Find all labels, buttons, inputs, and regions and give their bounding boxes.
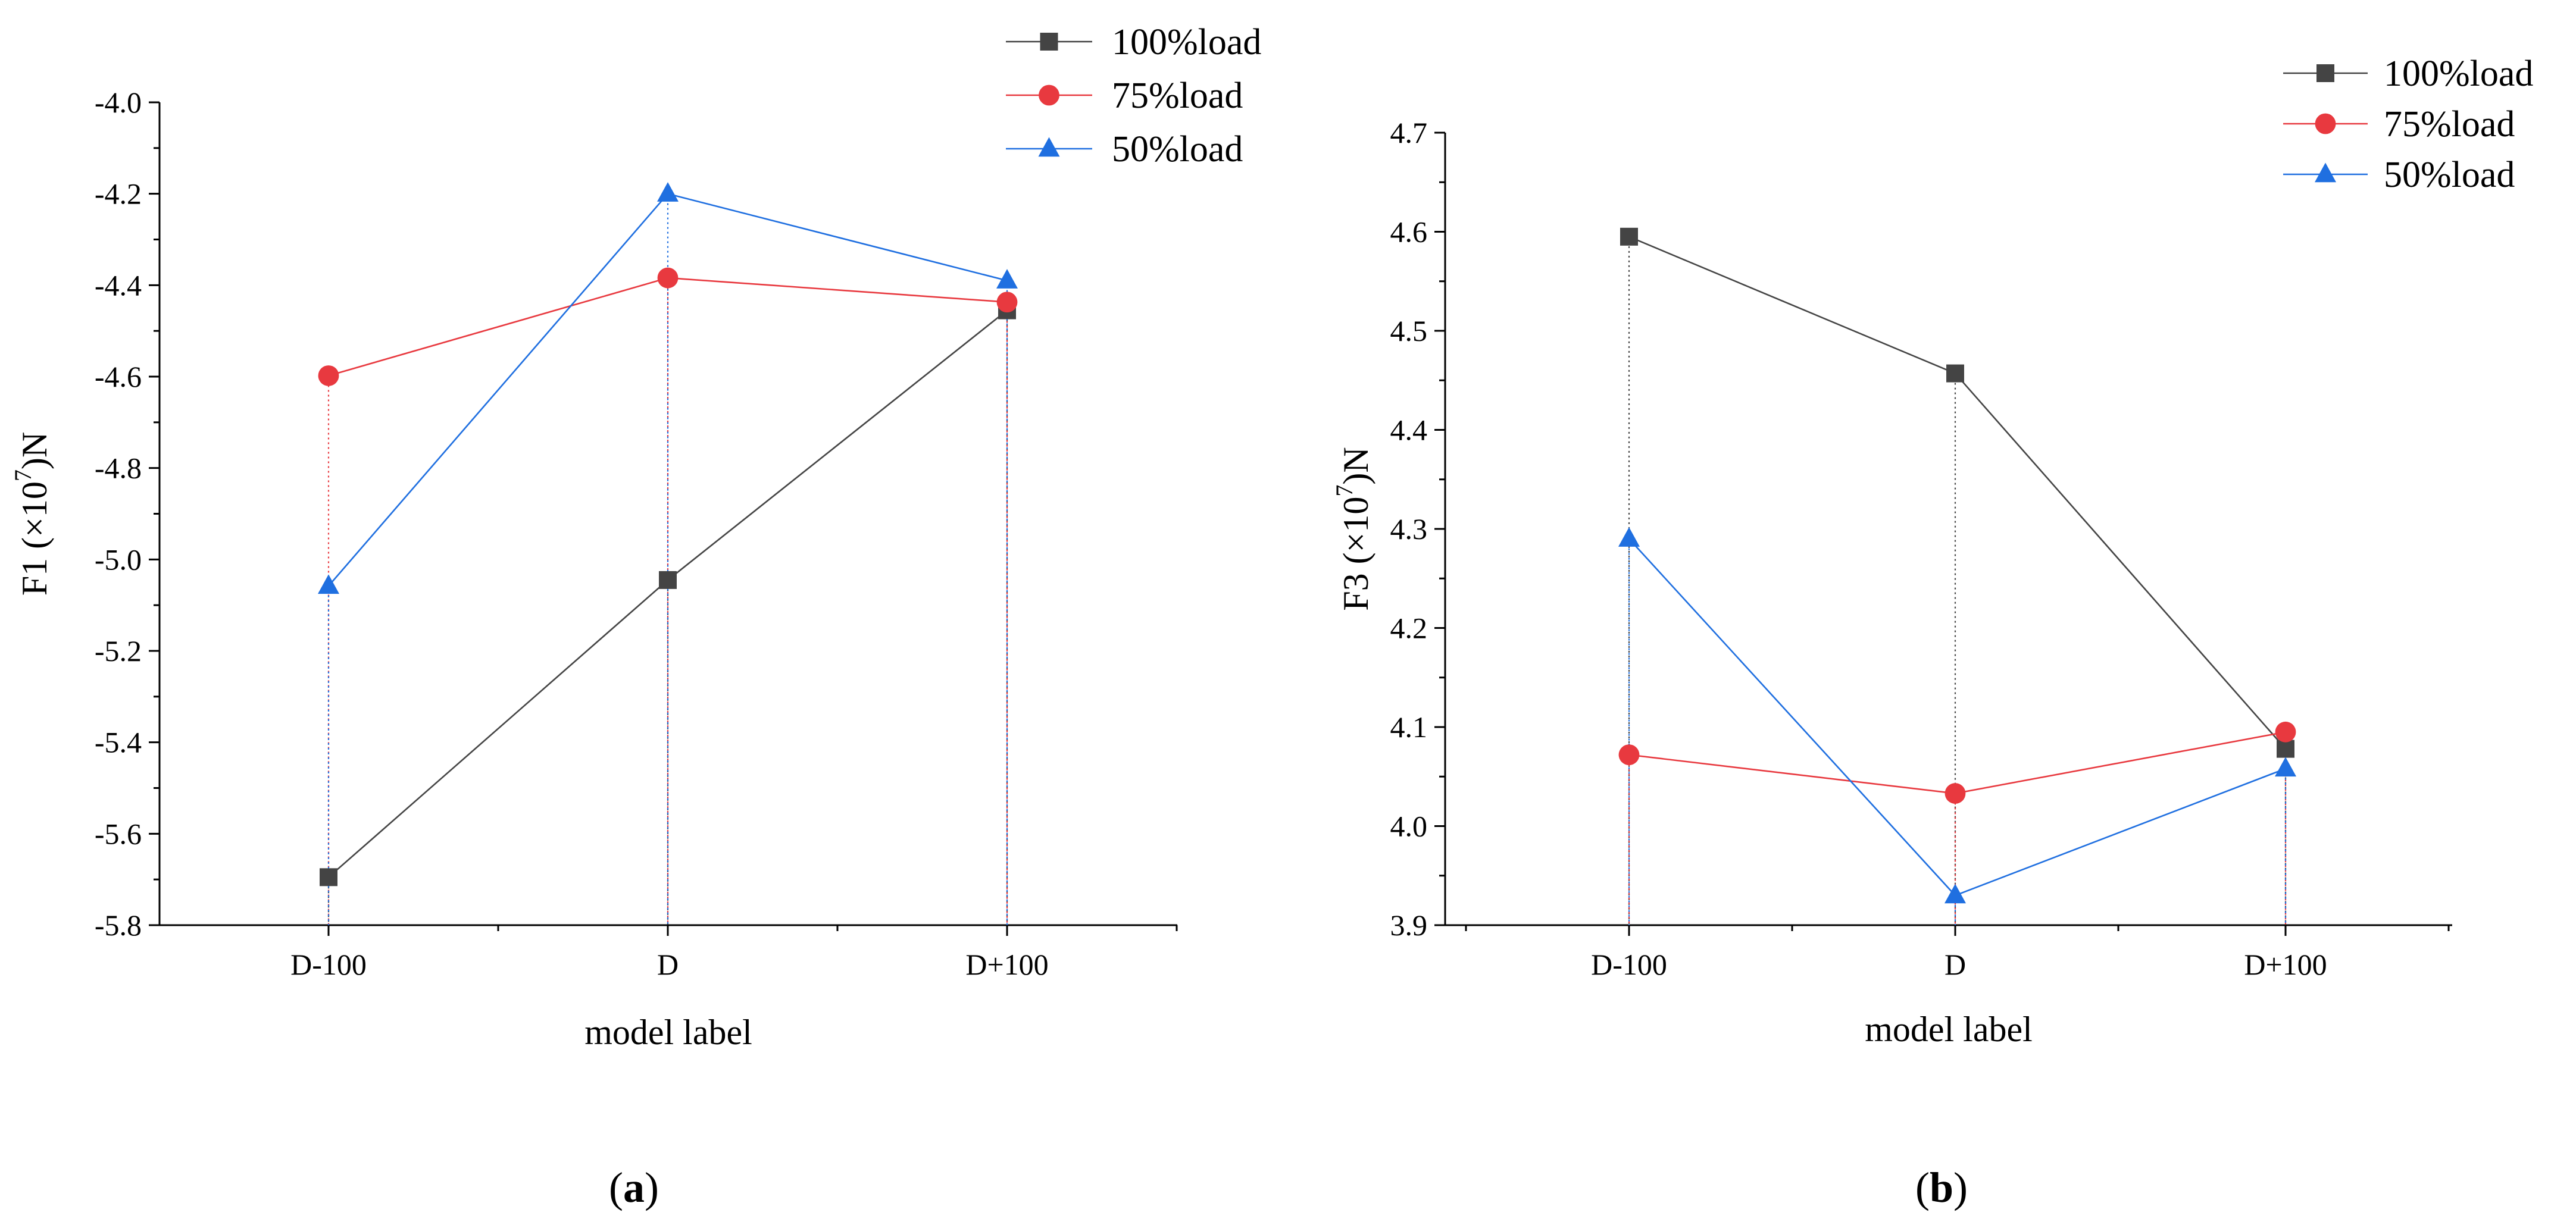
panel-label-open: ( xyxy=(1915,1164,1930,1211)
data-point xyxy=(2275,757,2296,777)
y-tick-label: 4.0 xyxy=(1390,810,1428,843)
data-point xyxy=(320,868,337,886)
y-axis-title: F3 (×107)N xyxy=(1331,447,1375,611)
data-point xyxy=(657,267,679,289)
data-point xyxy=(1946,364,1964,383)
y-tick-label: -4.4 xyxy=(95,268,142,302)
panel-label-open: ( xyxy=(609,1164,623,1211)
series-line xyxy=(1628,236,2286,750)
panel-label-close: ) xyxy=(1953,1164,1968,1211)
y-tick-label: -5.4 xyxy=(95,726,142,759)
data-point xyxy=(2275,721,2296,743)
chart-panel-a: -4.0 -4.2 -4.4 -4.6 -4.8 -5.0 -5.2 -5.4 -5.6 -5.8… xyxy=(10,22,1261,1211)
y-tick-label: -4.6 xyxy=(95,360,142,393)
panel-label: (b) xyxy=(1915,1164,1968,1211)
legend-marker xyxy=(1039,84,1059,106)
data-point xyxy=(1944,884,1966,904)
x-axis-title: model label xyxy=(1865,1010,2033,1049)
legend-marker xyxy=(2316,64,2334,82)
y-tick-label: 4.2 xyxy=(1390,612,1428,645)
x-tick-label: D xyxy=(657,948,679,981)
y-tick-label: -5.2 xyxy=(95,634,142,668)
x-tick-label: D+100 xyxy=(2244,948,2327,981)
data-point xyxy=(2277,740,2294,758)
x-tick-label: D-100 xyxy=(290,948,367,981)
data-point xyxy=(996,269,1018,289)
panel-label: (a) xyxy=(609,1164,659,1211)
data-point xyxy=(318,365,339,386)
legend-label: 100%load xyxy=(2384,54,2533,94)
panel-label-close: ) xyxy=(645,1164,659,1211)
y-tick-label: 3.9 xyxy=(1390,909,1428,942)
data-point xyxy=(318,574,339,594)
legend-marker xyxy=(1040,33,1058,51)
chart-panel-b: 3.9 4.0 4.1 4.2 4.3 4.4 4.5 4.6 4.7 D-100 D D+100 mo… xyxy=(1331,54,2533,1211)
y-axis-title-exponent: 7 xyxy=(1331,485,1358,497)
y-tick-label: 4.3 xyxy=(1390,512,1428,546)
y-tick-label: -4.8 xyxy=(95,452,142,485)
y-tick-label: -5.6 xyxy=(95,817,142,850)
y-tick-label: 4.7 xyxy=(1390,116,1428,149)
legend-label: 75%load xyxy=(1112,76,1243,116)
data-point xyxy=(659,571,677,589)
legend-marker xyxy=(2315,113,2336,134)
y-tick-label: -4.0 xyxy=(95,86,142,119)
x-axis-title: model label xyxy=(584,1013,752,1052)
data-point xyxy=(657,182,679,202)
data-point xyxy=(1620,227,1638,246)
y-tick-label: 4.4 xyxy=(1390,413,1428,447)
y-tick-label: -4.2 xyxy=(95,177,142,211)
legend-marker xyxy=(2315,162,2336,183)
y-axis-title-exponent: 7 xyxy=(10,469,36,481)
legend: 100%load 75%load 50%load xyxy=(2283,54,2533,195)
legend-label: 100%load xyxy=(1112,22,1261,62)
legend-label: 75%load xyxy=(2384,104,2515,145)
legend-marker xyxy=(1038,137,1060,157)
series-line xyxy=(1628,538,2286,897)
data-point xyxy=(996,292,1018,313)
panel-label-letter: b xyxy=(1930,1164,1953,1211)
y-axis-title-prefix: F1 (×10 xyxy=(15,481,54,596)
y-tick-label: -5.0 xyxy=(95,543,142,576)
x-tick-label: D-100 xyxy=(1591,948,1667,981)
legend-label: 50%load xyxy=(1112,129,1243,170)
y-tick-label: 4.1 xyxy=(1390,710,1428,744)
y-axis-title-prefix: F3 (×10 xyxy=(1336,497,1375,611)
y-tick-label: 4.6 xyxy=(1390,215,1428,249)
x-tick-label: D+100 xyxy=(965,948,1048,981)
panel-label-letter: a xyxy=(623,1164,645,1211)
legend: 100%load 75%load 50%load xyxy=(1006,22,1261,170)
y-axis-title-suffix: )N xyxy=(1336,447,1375,484)
y-axis-title-suffix: )N xyxy=(15,432,54,469)
data-point xyxy=(1618,527,1640,547)
legend-label: 50%load xyxy=(2384,155,2515,195)
data-point xyxy=(1944,783,1966,804)
y-tick-label: 4.5 xyxy=(1390,314,1428,347)
x-tick-label: D xyxy=(1944,948,1966,981)
y-tick-label: -5.8 xyxy=(95,909,142,942)
y-axis-title: F1 (×107)N xyxy=(10,432,54,596)
data-point xyxy=(1618,744,1640,766)
